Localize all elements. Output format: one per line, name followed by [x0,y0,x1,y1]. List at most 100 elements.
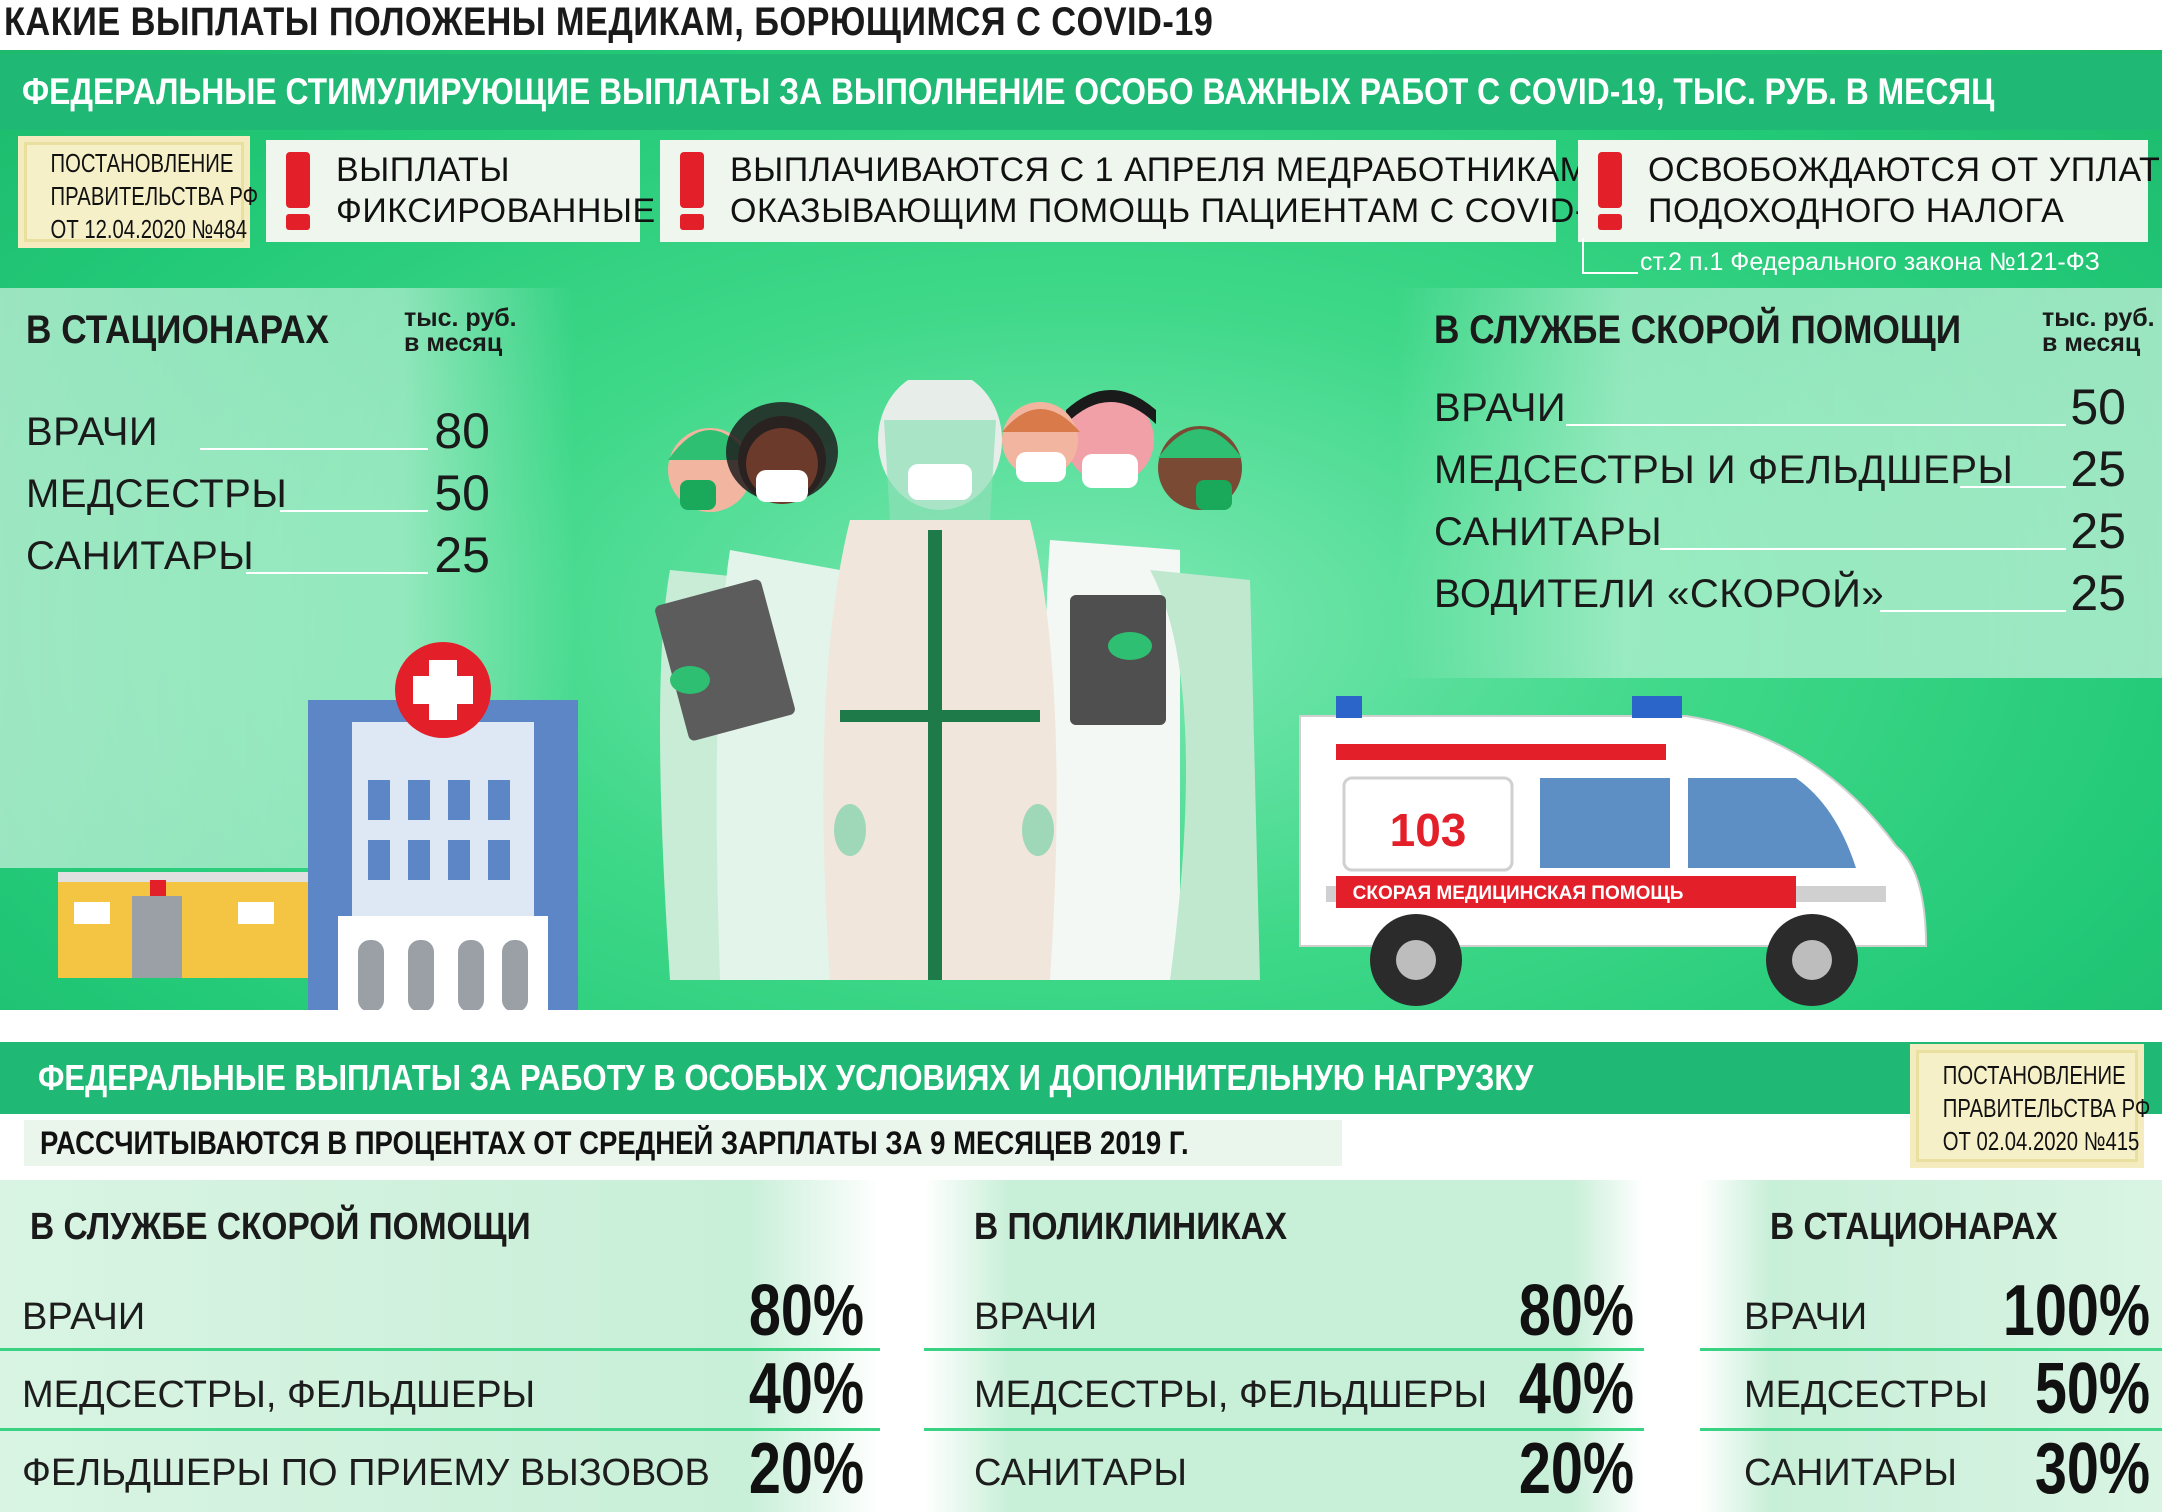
bottom-col2-row-value: 20% [1518,1429,1635,1509]
glove-icon [670,632,1152,856]
wheel-icon [1370,914,1858,1006]
info-fixed-line2: ФИКСИРОВАННЫЕ [336,192,656,230]
ambulance-percent-column [0,1180,880,1512]
bottom-col3-row-line [1700,1348,2162,1351]
ambulance-row-value: 25 [2070,503,2126,559]
info-box-fixed: ВЫПЛАТЫ ФИКСИРОВАННЫЕ [266,140,655,242]
hospital-illustration [58,642,578,1012]
bottom-col1-row-value: 40% [748,1349,865,1429]
info-box-from-april: ВЫПЛАЧИВАЮТСЯ С 1 АПРЕЛЯ МЕДРАБОТНИКАМ, О… [660,140,1625,242]
ambulance-row-label: САНИТАРЫ [1434,510,1663,554]
ambulance-unit: тыс. руб. в месяц [2042,304,2155,357]
bottom-col2-row-value: 80% [1518,1271,1635,1351]
bottom-col2-row-line [924,1348,1644,1351]
polyclinic-percent-column [924,1180,1644,1512]
hospital-building [308,700,578,1012]
exclamation-icon [286,152,310,230]
stationary-row-label: МЕДСЕСТРЫ [26,472,288,516]
decree-484-line2: ПРАВИТЕЛЬСТВА РФ [50,181,259,211]
stimulus-banner: ФЕДЕРАЛЬНЫЕ СТИМУЛИРУЮЩИЕ ВЫПЛАТЫ ЗА ВЫП… [0,54,2162,130]
exclamation-icon [1598,152,1622,230]
ambulance-heading: В СЛУЖБЕ СКОРОЙ ПОМОЩИ [1434,308,1962,352]
ambulance-row-value: 25 [2070,565,2126,621]
ambulance-panel-bg [1395,288,2162,678]
stationary-row-value: 25 [434,527,490,583]
bottom-col2-row-label: МЕДСЕСТРЫ, ФЕЛЬДШЕРЫ [974,1374,1488,1416]
info-april-line2: ОКАЗЫВАЮЩИМ ПОМОЩЬ ПАЦИЕНТАМ С COVID-19 [730,192,1626,230]
ambulance-row-line [1880,610,2066,612]
stationary-row-label: САНИТАРЫ [26,534,255,578]
bottom-col2-row-value: 40% [1518,1349,1635,1429]
medic-figure-right [1150,426,1260,980]
bottom-col1-row-line [0,1348,880,1351]
calculation-note-text: РАССЧИТЫВАЮТСЯ В ПРОЦЕНТАХ ОТ СРЕДНЕЙ ЗА… [40,1125,1189,1161]
ambulance-number: 103 [1390,804,1467,856]
info-tax-line2: ПОДОХОДНОГО НАЛОГА [1648,192,2065,230]
bottom-col3-row-label: МЕДСЕСТРЫ [1744,1374,1988,1416]
bottom-col1-row-label: ВРАЧИ [22,1296,146,1338]
stationary-row-line [280,510,428,512]
ambulance-row-label: МЕДСЕСТРЫ И ФЕЛЬДШЕРЫ [1434,448,2014,492]
stationary-row-value: 80 [434,403,490,459]
bottom-col3-heading: В СТАЦИОНАРАХ [1770,1206,2058,1248]
ambulance-row-line [1566,424,2066,426]
ambulance-row-value: 25 [2070,441,2126,497]
stationary-row-value: 50 [434,465,490,521]
info-tax-line1: ОСВОБОЖДАЮТСЯ ОТ УПЛАТЫ [1648,151,2162,189]
decree-415-badge: ПОСТАНОВЛЕНИЕ ПРАВИТЕЛЬСТВА РФ ОТ 02.04.… [1916,1050,2151,1162]
decree-415-line2: ПРАВИТЕЛЬСТВА РФ [1942,1093,2151,1123]
decree-484-line3: ОТ 12.04.2020 №484 [50,214,248,244]
bottom-col3-row-line [1700,1428,2162,1431]
medics-illustration [655,380,1260,980]
ambulance-windows [1342,776,1856,872]
bottom-col1-row-label: ФЕЛЬДШЕРЫ ПО ПРИЕМУ ВЫЗОВОВ [22,1452,710,1494]
bottom-col1-heading: В СЛУЖБЕ СКОРОЙ ПОМОЩИ [30,1206,531,1248]
stimulus-banner-text: ФЕДЕРАЛЬНЫЕ СТИМУЛИРУЮЩИЕ ВЫПЛАТЫ ЗА ВЫП… [22,71,1995,112]
red-cross-icon [395,642,491,738]
ambulance-row-line [1960,486,2066,488]
medic-hazmat-figure [823,380,1057,980]
bottom-col3-row-label: ВРАЧИ [1744,1296,1868,1338]
ambulance-row-label: ВОДИТЕЛИ «СКОРОЙ» [1434,572,1885,616]
clipboard-icon [655,579,1166,741]
ambulance-illustration: 103 СКОРАЯ МЕДИЦИНСКАЯ ПОМОЩЬ [1299,696,1928,1006]
bottom-col1-row-line [0,1428,880,1431]
ambulance-stripe-text: СКОРАЯ МЕДИЦИНСКАЯ ПОМОЩЬ [1353,883,1684,904]
bottom-col3-row-value: 30% [2034,1429,2150,1509]
ambulance-red-stripe [1336,876,1796,908]
bottom-col3-row-value: 100% [2002,1271,2150,1351]
bottom-col2-row-label: САНИТАРЫ [974,1452,1187,1494]
ambulance-row-value: 50 [2070,379,2126,435]
law-note: ст.2 п.1 Федерального закона №121-ФЗ [1640,248,2100,276]
stationary-percent-column [1700,1180,2162,1512]
special-conditions-banner: ФЕДЕРАЛЬНЫЕ ВЫПЛАТЫ ЗА РАБОТУ В ОСОБЫХ У… [0,1042,2162,1114]
stationary-heading: В СТАЦИОНАРАХ [26,308,329,352]
info-april-line1: ВЫПЛАЧИВАЮТСЯ С 1 АПРЕЛЯ МЕДРАБОТНИКАМ, [730,151,1599,189]
bottom-col2-heading: В ПОЛИКЛИНИКАХ [974,1206,1288,1248]
decree-415-line3: ОТ 02.04.2020 №415 [1942,1126,2140,1156]
medic-figure-4 [1002,402,1080,482]
small-clinic-building [58,872,308,978]
bottom-col3-row-label: САНИТАРЫ [1744,1452,1957,1494]
bottom-col1-row-label: МЕДСЕСТРЫ, ФЕЛЬДШЕРЫ [22,1374,536,1416]
stationary-row-line [200,448,428,450]
stationary-row-label: ВРАЧИ [26,410,159,454]
bottom-col1-row-value: 80% [748,1271,865,1351]
bottom-col1-row-value: 20% [748,1429,865,1509]
stationary-row-line [246,572,428,574]
ambulance-row-line [1660,548,2066,550]
stationary-unit: тыс. руб. в месяц [404,304,517,357]
info-box-tax-free: ОСВОБОЖДАЮТСЯ ОТ УПЛАТЫ ПОДОХОДНОГО НАЛОГ… [1578,140,2162,242]
info-fixed-line1: ВЫПЛАТЫ [336,151,510,189]
bottom-col2-row-label: ВРАЧИ [974,1296,1098,1338]
calculation-note: РАССЧИТЫВАЮТСЯ В ПРОЦЕНТАХ ОТ СРЕДНЕЙ ЗА… [24,1120,1342,1166]
exclamation-icon [680,152,704,230]
page-title: КАКИЕ ВЫПЛАТЫ ПОЛОЖЕНЫ МЕДИКАМ, БОРЮЩИМС… [4,0,1214,44]
special-conditions-banner-text: ФЕДЕРАЛЬНЫЕ ВЫПЛАТЫ ЗА РАБОТУ В ОСОБЫХ У… [38,1057,1534,1098]
decree-415-line1: ПОСТАНОВЛЕНИЕ [1942,1060,2126,1090]
bottom-col3-row-value: 50% [2034,1349,2150,1429]
ambulance-row-label: ВРАЧИ [1434,386,1567,430]
bottom-col2-row-line [924,1428,1644,1431]
decree-484-badge: ПОСТАНОВЛЕНИЕ ПРАВИТЕЛЬСТВА РФ ОТ 12.04.… [24,142,259,244]
law-note-connector [1582,238,1638,274]
